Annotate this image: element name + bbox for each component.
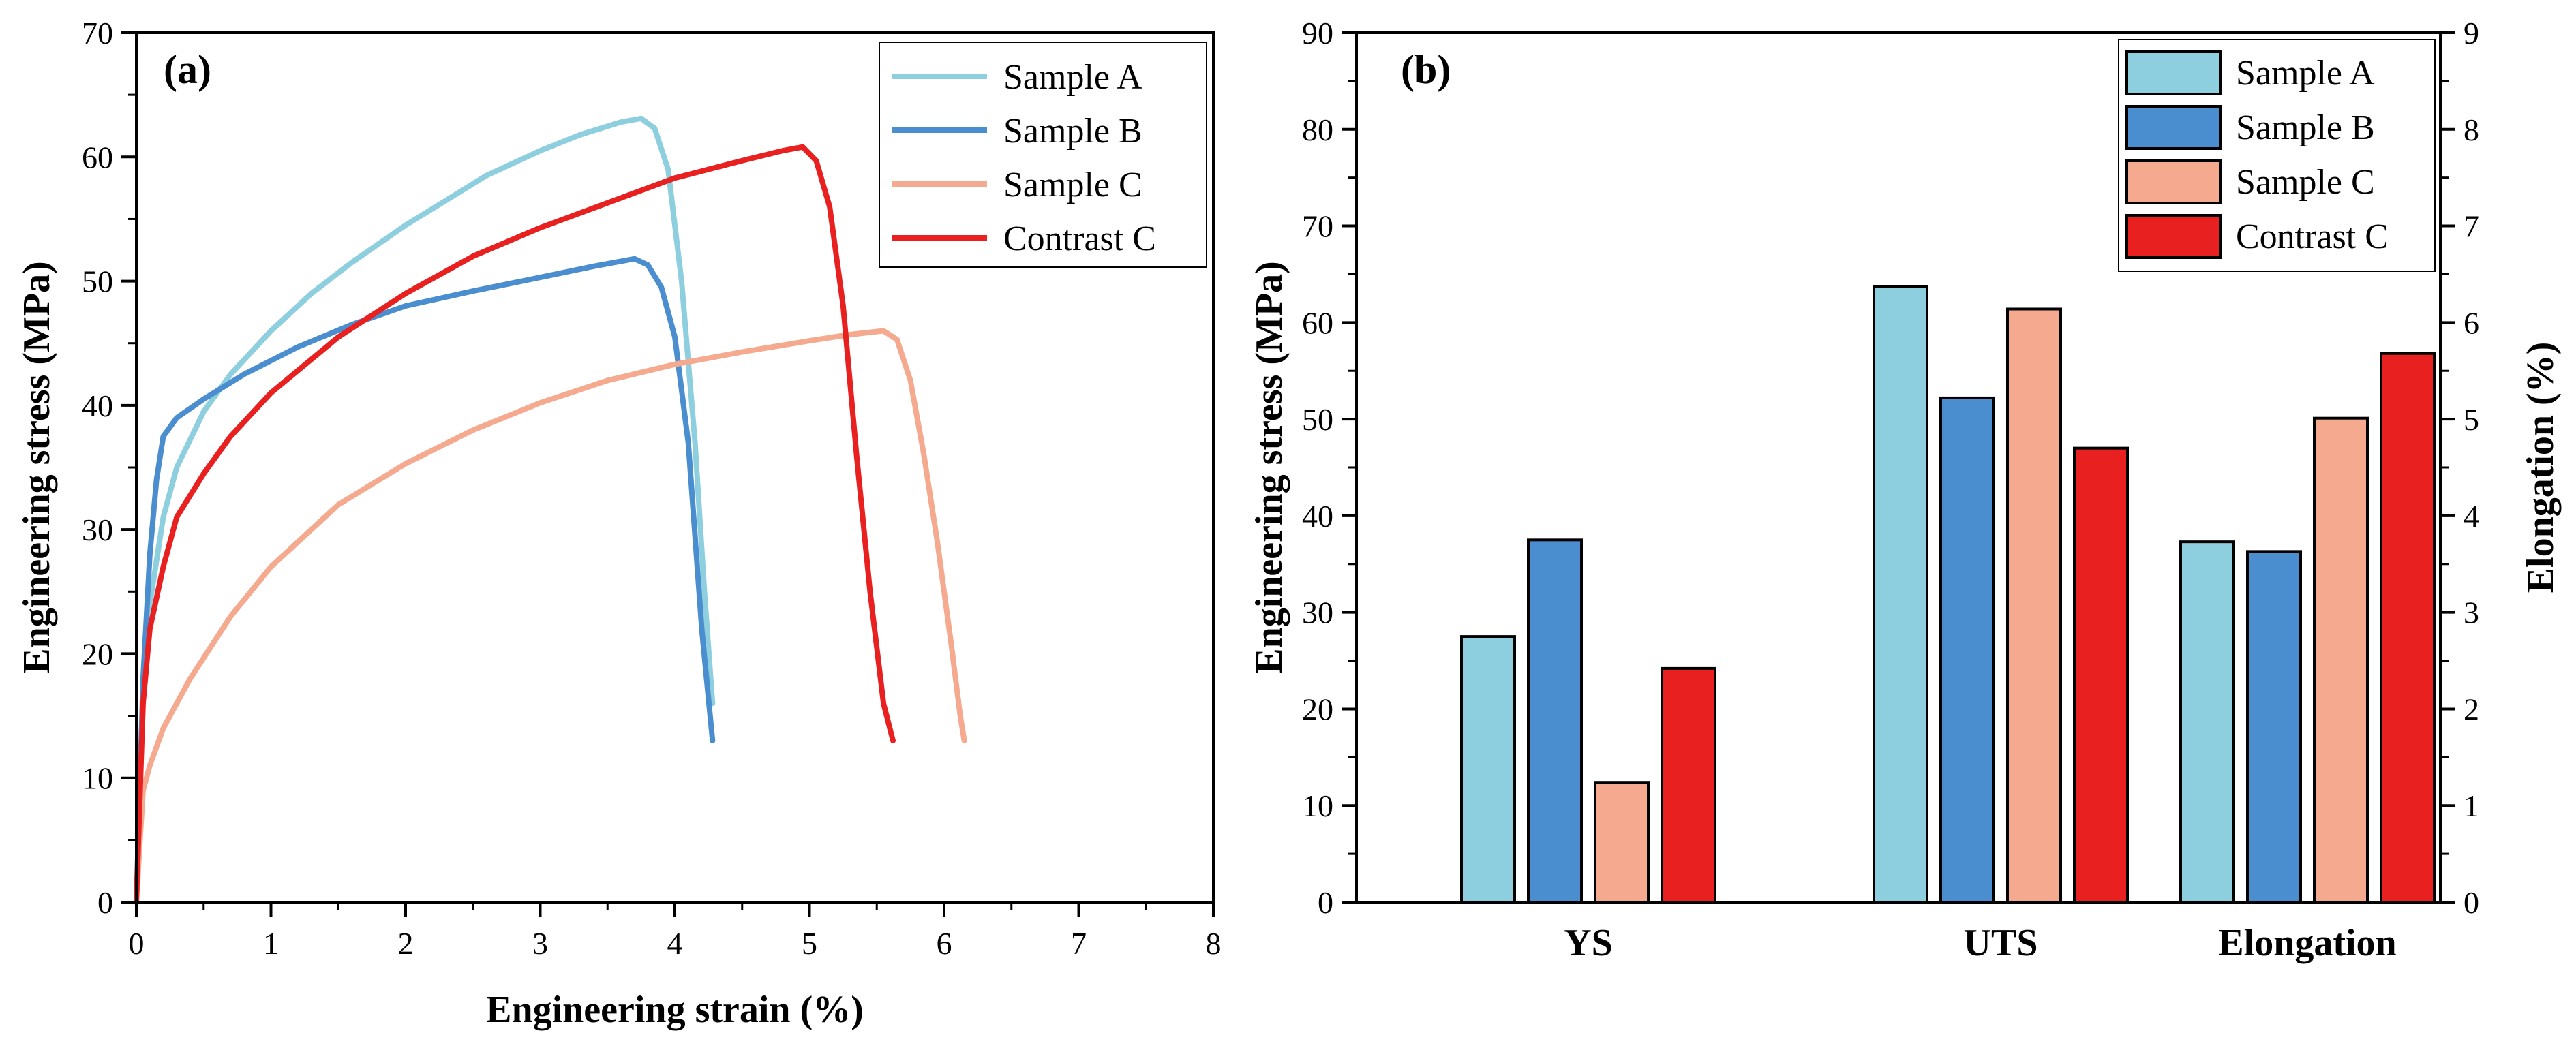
x-tick-label: 4 [667,926,683,961]
series-line-sample-b [134,256,716,905]
panel-a-y-axis-title: Engineering stress (MPa) [16,261,58,674]
y-tick-label: 30 [82,512,113,547]
bar-contrast-c-uts [2073,446,2129,904]
y2-tick-label: 3 [2464,596,2479,630]
legend-label: Contrast C [1003,219,1156,258]
x-tick-label: 5 [802,926,817,961]
bar-sample-a-elongation [2179,540,2235,904]
y-tick-label: 90 [1302,16,1333,50]
legend-swatch [2125,50,2222,95]
panel-a-ticks: 0 1 2 3 4 5 6 7 8 0 10 20 30 40 50 60 70 [82,16,1222,961]
bar-sample-b-uts [1939,396,1995,904]
x-tick-label: 0 [129,926,145,961]
y-tick-label: 0 [1318,885,1333,920]
x-tick-label: 1 [263,926,279,961]
panel-b-ticks: YS UTS Elongation 0 10 20 30 40 50 60 70 80 90 0 1 2 3 4 5… [1302,16,2479,964]
y2-tick-label: 0 [2464,885,2479,920]
y-tick-label: 50 [1302,402,1333,437]
bar-sample-c-uts [2006,307,2062,904]
legend-label: Sample B [2236,108,2375,147]
bar-sample-b-ys [1527,538,1583,904]
y2-tick-label: 5 [2464,402,2479,437]
bar-sample-a-uts [1873,285,1928,904]
y2-tick-label: 7 [2464,209,2479,244]
y-tick-label: 60 [1302,305,1333,340]
panel-a-label: (a) [164,47,211,92]
panel-b-legend: Sample A Sample B Sample C Contrast C [2118,39,2436,272]
legend-label: Contrast C [2236,217,2389,256]
y2-tick-label: 4 [2464,499,2479,534]
panel-a-line-chart: 0 1 2 3 4 5 6 7 8 0 10 20 30 40 50 60 70 (a) Engineering… [16,16,1222,1031]
panel-b-bar-chart: YS UTS Elongation 0 10 20 30 40 50 60 70 80 90 0 1 2 3 4 5… [1248,16,2562,964]
y-tick-label: 50 [82,264,113,299]
bar-sample-c-elongation [2313,416,2369,904]
series-line-sample-a [134,115,716,905]
y-tick-label: 70 [82,16,113,50]
panel-b-bars-group [1460,285,2436,904]
legend-box [879,42,1207,268]
x-tick-label: 8 [1206,926,1222,961]
panel-a-series-group [134,115,967,905]
bar-sample-c-ys [1594,781,1650,904]
y2-tick-label: 9 [2464,16,2479,50]
bar-sample-a-ys [1460,635,1516,904]
panel-b-label: (b) [1401,47,1451,92]
panel-b-y2-axis-title: Elongation (%) [2519,342,2562,593]
bar-contrast-c-ys [1661,666,1716,904]
panel-b-y-axis-title: Engineering stress (MPa) [1248,261,1290,674]
x-tick-label: 2 [398,926,414,961]
y-tick-label: 10 [1302,788,1333,823]
y-tick-label: 70 [1302,209,1333,244]
category-label: YS [1564,922,1613,964]
legend-label: Sample A [1003,58,1142,97]
y-tick-label: 40 [1302,499,1333,534]
legend-swatch [2125,159,2222,204]
y-tick-label: 0 [97,885,113,920]
panel-a-x-axis-title: Engineering strain (%) [486,989,864,1031]
bar-contrast-c-elongation [2380,352,2436,904]
legend-label: Sample C [1003,166,1142,204]
y-tick-label: 60 [82,140,113,174]
y-tick-label: 20 [1302,692,1333,726]
panel-a-legend: Sample A Sample B Sample C Contrast C [879,42,1207,268]
series-line-contrast-c [134,144,896,905]
legend-label: Sample C [2236,163,2375,202]
series-line-sample-c [134,328,967,905]
y-tick-label: 40 [82,388,113,423]
y2-tick-label: 8 [2464,112,2479,147]
legend-label: Sample B [1003,112,1142,151]
y-tick-label: 10 [82,761,113,796]
y2-tick-label: 2 [2464,692,2479,726]
x-tick-label: 6 [937,926,952,961]
y-tick-label: 80 [1302,112,1333,147]
legend-swatch [2125,214,2222,259]
y2-tick-label: 1 [2464,788,2479,823]
category-label: Elongation [2218,922,2396,964]
legend-swatch [2125,105,2222,150]
y2-tick-label: 6 [2464,305,2479,340]
legend-label: Sample A [2236,54,2375,93]
y-tick-label: 30 [1302,596,1333,630]
x-tick-label: 7 [1071,926,1087,961]
y-tick-label: 20 [82,636,113,671]
category-label: UTS [1964,922,2038,964]
x-tick-label: 3 [532,926,548,961]
bar-sample-b-elongation [2246,550,2302,904]
